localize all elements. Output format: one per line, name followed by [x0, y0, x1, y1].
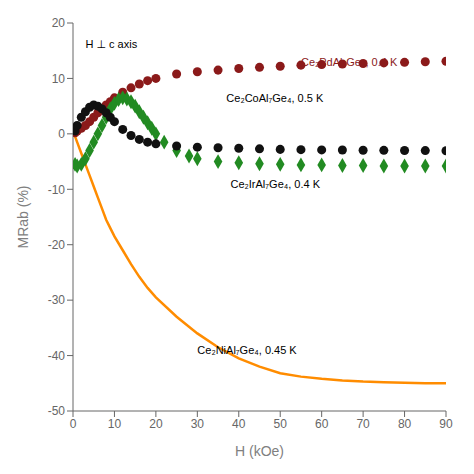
- svg-text:20: 20: [149, 417, 163, 431]
- svg-text:30: 30: [191, 417, 205, 431]
- svg-text:MRab (%): MRab (%): [15, 185, 31, 248]
- svg-text:-40: -40: [48, 349, 66, 363]
- svg-text:10: 10: [108, 417, 122, 431]
- svg-text:Ce₂IrAl₇Ge₄, 0.4 K: Ce₂IrAl₇Ge₄, 0.4 K: [230, 178, 320, 190]
- svg-text:70: 70: [356, 417, 370, 431]
- svg-text:80: 80: [398, 417, 412, 431]
- svg-text:20: 20: [52, 16, 66, 30]
- svg-text:-30: -30: [48, 293, 66, 307]
- svg-text:40: 40: [232, 417, 246, 431]
- svg-text:H (kOe): H (kOe): [235, 443, 284, 459]
- svg-text:50: 50: [274, 417, 288, 431]
- svg-text:Ce₂PdAl₇Ge₄, 0.4 K: Ce₂PdAl₇Ge₄, 0.4 K: [301, 56, 398, 68]
- svg-text:10: 10: [52, 72, 66, 86]
- svg-text:-50: -50: [48, 404, 66, 418]
- svg-text:-10: -10: [48, 183, 66, 197]
- svg-text:-20: -20: [48, 238, 66, 252]
- svg-text:60: 60: [315, 417, 329, 431]
- svg-text:H ⊥ c axis: H ⊥ c axis: [85, 38, 137, 50]
- svg-text:90: 90: [439, 417, 453, 431]
- svg-text:0: 0: [58, 127, 65, 141]
- svg-text:Ce₂CoAl₇Ge₄, 0.5 K: Ce₂CoAl₇Ge₄, 0.5 K: [226, 92, 324, 104]
- svg-text:Ce₂NiAl₇Ge₄, 0.45 K: Ce₂NiAl₇Ge₄, 0.45 K: [197, 344, 297, 356]
- svg-text:0: 0: [70, 417, 77, 431]
